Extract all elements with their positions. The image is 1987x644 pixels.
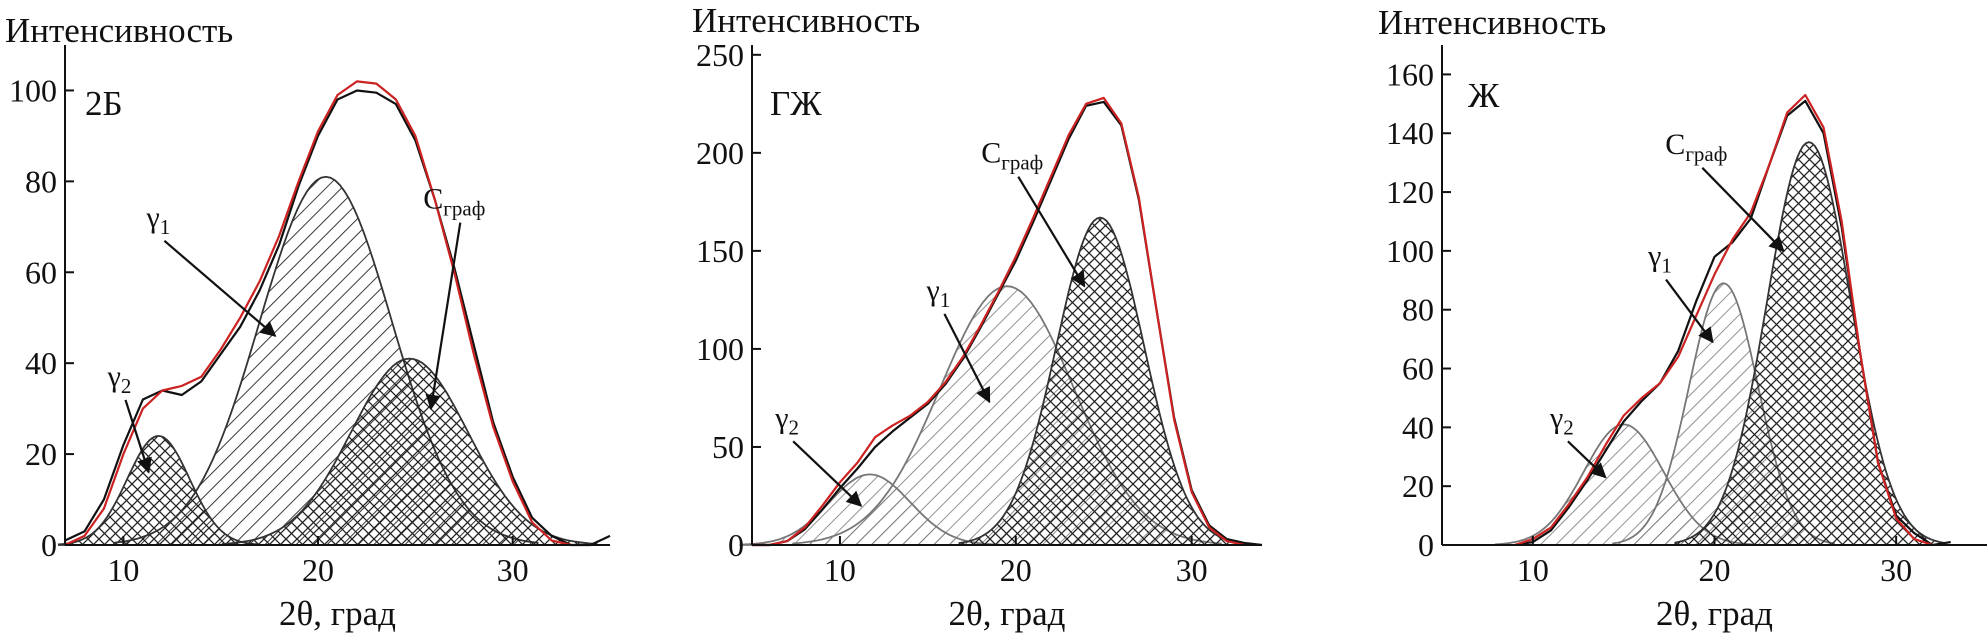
peak-label-1: γ2 [107, 360, 132, 398]
y-tick-label: 50 [712, 429, 744, 465]
y-tick-label: 140 [1386, 115, 1434, 151]
x-tick-label: 10 [824, 552, 856, 588]
annotation-arrow [943, 313, 991, 404]
panel-label: ГЖ [770, 84, 822, 123]
y-tick-label: 100 [9, 72, 57, 108]
y-axis-label: Интенсивность [1378, 3, 1606, 42]
annotation-arrow [792, 440, 863, 507]
annotation-arrow [163, 239, 277, 337]
annotation-arrow [1567, 440, 1607, 479]
annotation-arrow [1017, 176, 1086, 288]
peak-label-2: γ1 [926, 274, 951, 312]
x-tick-label: 10 [107, 552, 139, 588]
series-line-2 [1514, 93, 1933, 547]
x-tick-label: 10 [1517, 552, 1549, 588]
y-tick-label: 200 [696, 135, 744, 171]
y-tick-label: 100 [696, 331, 744, 367]
x-tick-label: 20 [1000, 552, 1032, 588]
x-axis-label: 2θ, град [279, 594, 396, 633]
y-tick-label: 40 [25, 345, 57, 381]
chart-panel-1: 0 20 40 60 80 100 10 20 30 Интенсивность 2θ, град 2… [5, 11, 611, 633]
series-line-2 [64, 80, 572, 547]
peak-label-2: γ1 [146, 201, 171, 239]
y-tick-label: 0 [1418, 527, 1434, 563]
peak-label-1: γ2 [1549, 401, 1574, 439]
y-tick-label: 80 [1402, 292, 1434, 328]
y-tick-label: 60 [1402, 351, 1434, 387]
x-axis-label: 2θ, град [949, 594, 1066, 633]
chart-panel-3: 0 20 40 60 80 100 120 140 160 10 20 30 Интенсивность… [1378, 3, 1987, 633]
y-tick-label: 250 [696, 37, 744, 73]
y-tick-label: 20 [25, 436, 57, 472]
panel-label: Ж [1468, 76, 1500, 115]
series-line-1 [64, 89, 611, 547]
y-tick-label: 60 [25, 254, 57, 290]
annotation-arrow [425, 222, 462, 411]
peak-label-2: γ1 [1647, 240, 1672, 278]
x-tick-label: 30 [1880, 552, 1912, 588]
y-tick-label: 0 [41, 527, 57, 563]
y-tick-label: 100 [1386, 233, 1434, 269]
peak-label-3: Cграф [423, 183, 485, 221]
y-tick-label: 160 [1386, 56, 1434, 92]
y-tick-label: 120 [1386, 174, 1434, 210]
x-tick-label: 20 [1699, 552, 1731, 588]
x-tick-label: 30 [1176, 552, 1208, 588]
peak-label-3: Cграф [981, 137, 1043, 175]
peak-label-1: γ2 [774, 401, 799, 439]
annotation-arrow [1665, 278, 1714, 344]
annotation-arrow [124, 399, 152, 474]
y-tick-label: 0 [728, 527, 744, 563]
x-tick-label: 30 [497, 552, 529, 588]
x-tick-label: 20 [302, 552, 334, 588]
x-axis-label: 2θ, град [1656, 594, 1773, 633]
series-line-2 [752, 96, 1245, 547]
chart-panel-2: 0 50 100 150 200 250 10 20 30 Интенсивность 2θ, гр… [692, 1, 1263, 633]
y-tick-label: 20 [1402, 468, 1434, 504]
peak-area-3 [958, 216, 1242, 546]
y-tick-label: 80 [25, 163, 57, 199]
y-axis-label: Интенсивность [5, 11, 233, 50]
peak-label-3: Cграф [1665, 128, 1727, 166]
annotation-arrow [1701, 167, 1785, 252]
y-tick-label: 40 [1402, 409, 1434, 445]
y-axis-label: Интенсивность [692, 1, 920, 40]
y-tick-label: 150 [696, 233, 744, 269]
panel-label: 2Б [85, 84, 123, 123]
